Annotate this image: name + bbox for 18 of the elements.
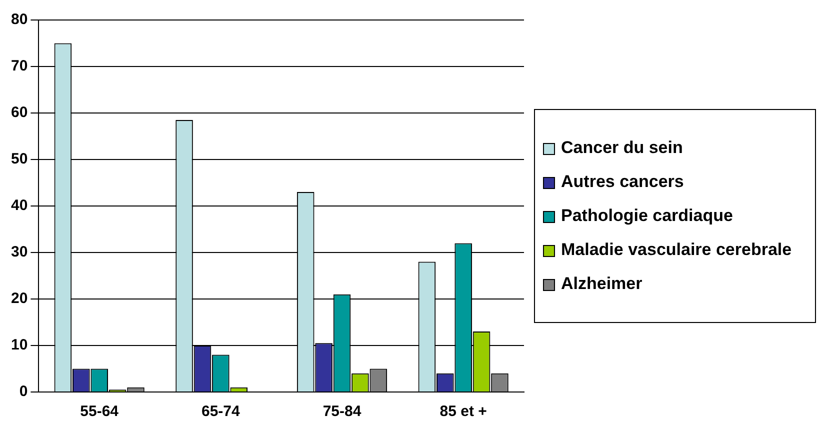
y-tick-label: 50: [10, 150, 28, 168]
y-tick-label: 60: [10, 104, 28, 122]
y-tick-label: 80: [10, 11, 28, 28]
y-tick-label: 20: [10, 290, 28, 308]
legend-label: Alzheimer: [561, 274, 642, 294]
x-tick-label: 75-84: [322, 403, 362, 420]
y-tick-label: 30: [10, 244, 28, 261]
x-tick-label: 55-64: [80, 403, 120, 420]
y-tick-label: 70: [10, 58, 28, 75]
legend-label: Autres cancers: [561, 172, 684, 192]
legend-label: Maladie vasculaire cerebrale: [561, 240, 792, 260]
y-tick-label: 0: [19, 383, 28, 400]
y-tick-label: 10: [10, 336, 28, 354]
y-tick-label: 40: [10, 197, 28, 214]
legend-label: Cancer du sein: [561, 138, 683, 158]
x-tick-label: 65-74: [201, 403, 241, 420]
legend-label: Pathologie cardiaque: [561, 206, 733, 226]
x-tick-label: 85 et +: [440, 403, 488, 420]
